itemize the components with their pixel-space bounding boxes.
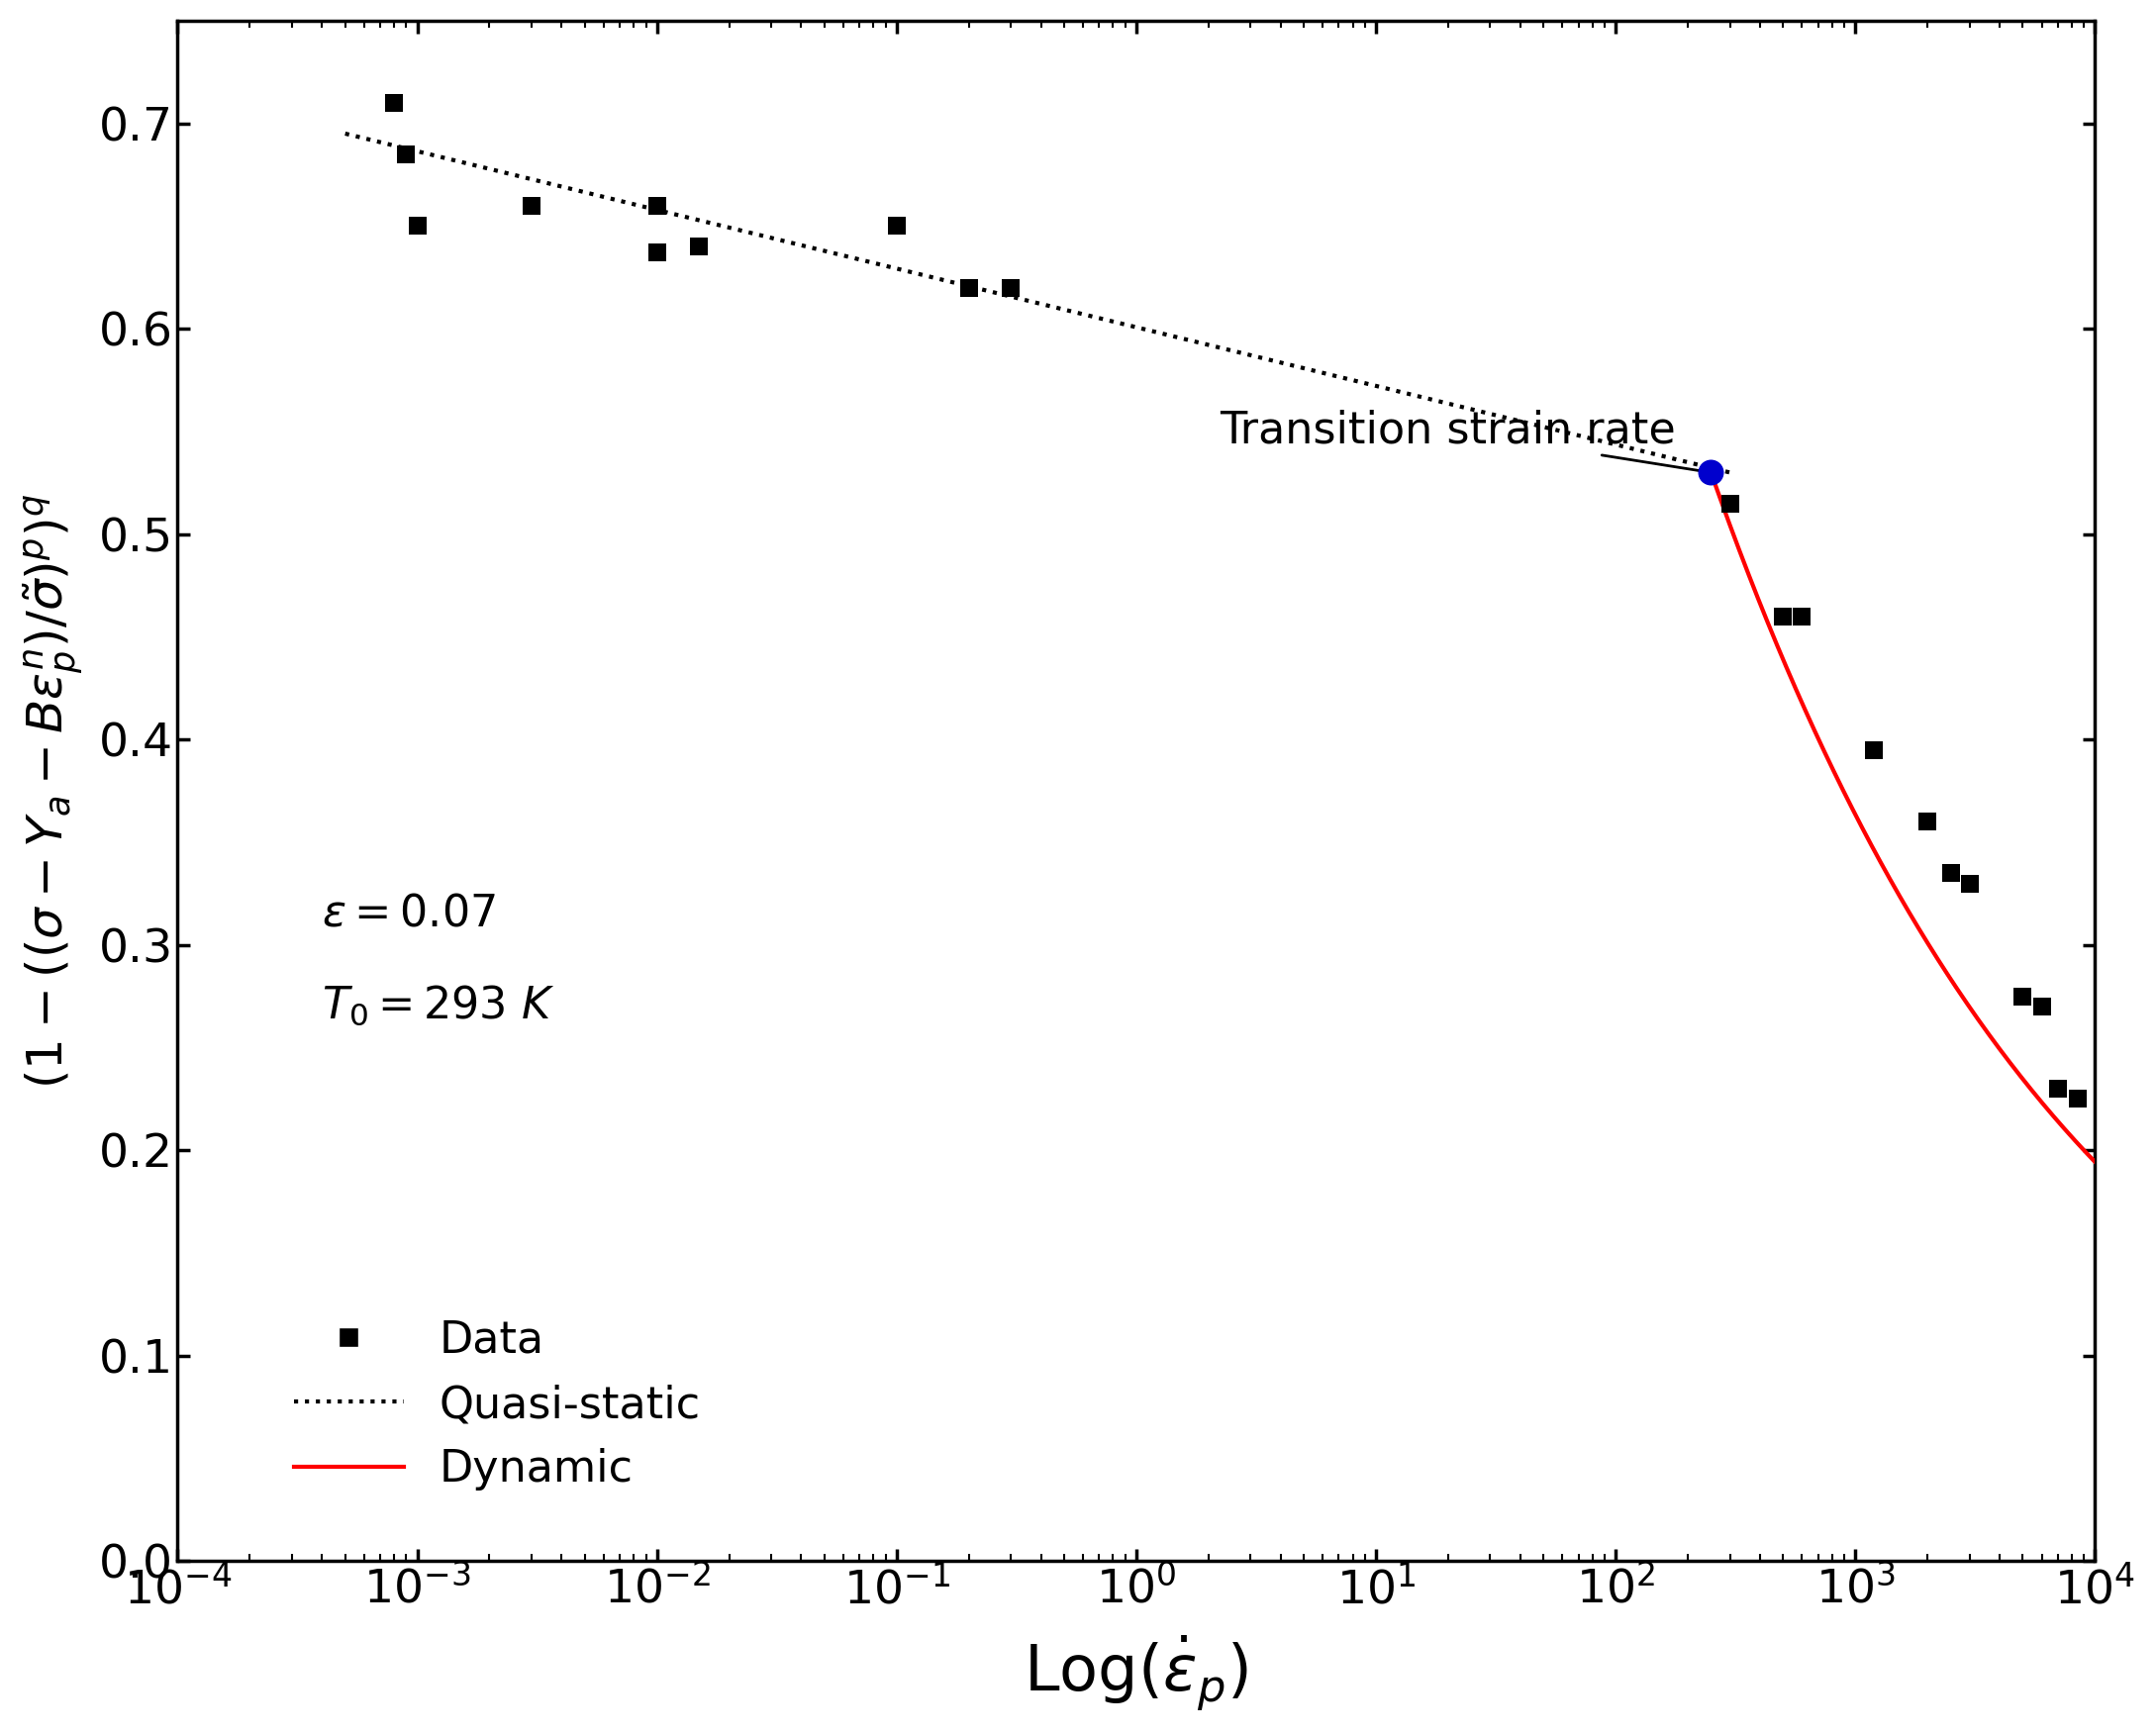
Point bbox=[1785, 602, 1820, 629]
Point bbox=[515, 192, 550, 220]
Y-axis label: $(1-((\sigma - Y_a - B\varepsilon_p^n)/\tilde{\sigma})^p)^q$: $(1-((\sigma - Y_a - B\varepsilon_p^n)/\… bbox=[22, 494, 84, 1089]
Text: Transition strain rate: Transition strain rate bbox=[1220, 409, 1708, 472]
Text: $\varepsilon = 0.07$: $\varepsilon = 0.07$ bbox=[321, 891, 496, 935]
Text: $T_0 = 293$ K: $T_0 = 293$ K bbox=[321, 983, 554, 1027]
X-axis label: $\mathrm{Log}(\dot{\varepsilon}_p)$: $\mathrm{Log}(\dot{\varepsilon}_p)$ bbox=[1024, 1633, 1248, 1713]
Point bbox=[951, 274, 985, 302]
Point bbox=[1856, 735, 1891, 763]
Point bbox=[640, 239, 675, 267]
Point bbox=[640, 192, 675, 220]
Point bbox=[1712, 489, 1746, 517]
Point bbox=[401, 212, 436, 239]
Point bbox=[681, 232, 716, 260]
Point bbox=[377, 88, 412, 116]
Point bbox=[388, 140, 423, 168]
Point bbox=[1953, 869, 1988, 896]
Point bbox=[2024, 992, 2059, 1020]
Point bbox=[880, 212, 914, 239]
Point bbox=[2061, 1085, 2096, 1113]
Point bbox=[1934, 858, 1968, 886]
Point bbox=[2040, 1075, 2074, 1103]
Point bbox=[2005, 983, 2040, 1011]
Point bbox=[994, 274, 1028, 302]
Point bbox=[1766, 602, 1800, 629]
Point bbox=[1695, 460, 1729, 487]
Point bbox=[1910, 808, 1945, 836]
Legend: Data, Quasi-static, Dynamic: Data, Quasi-static, Dynamic bbox=[276, 1302, 718, 1509]
